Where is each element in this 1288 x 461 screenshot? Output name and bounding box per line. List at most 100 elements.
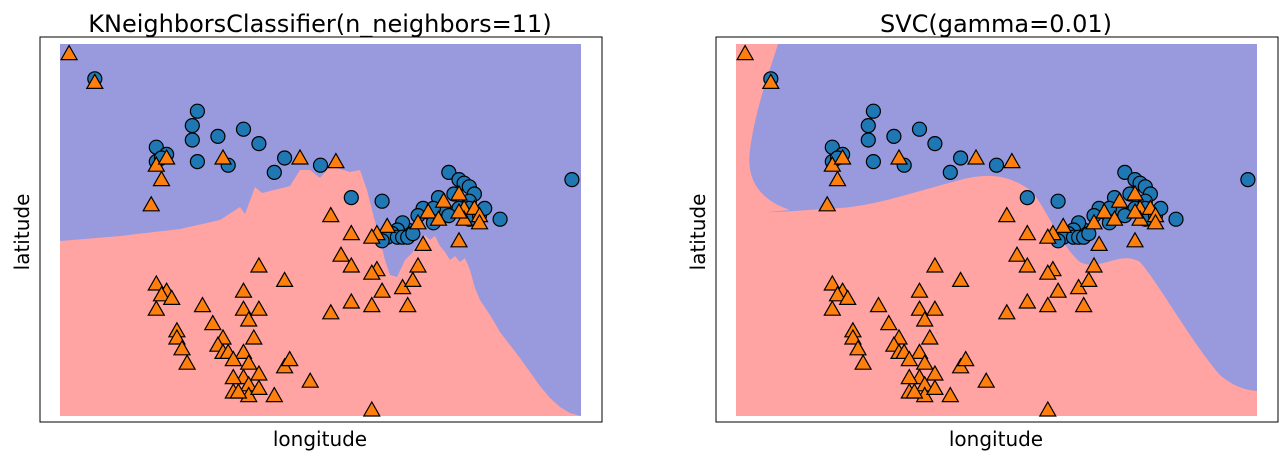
knn-point-class1 <box>213 148 233 165</box>
svc-point-class1 <box>1038 227 1057 244</box>
knn-point-class1 <box>408 256 428 273</box>
svc-point-class1 <box>910 299 929 316</box>
knn-point-class0 <box>189 154 205 170</box>
knn-point-class0 <box>564 172 580 188</box>
svc-point-class0 <box>952 150 969 166</box>
svc-point-class1 <box>1084 256 1104 273</box>
knn-point-class1 <box>326 152 345 169</box>
knn-point-class1 <box>178 353 197 370</box>
knn-point-class0 <box>184 132 200 148</box>
svc-point-class1 <box>828 170 847 187</box>
knn-point-class1 <box>85 73 104 90</box>
knn-point-class1 <box>157 148 176 165</box>
svc-point-class1 <box>941 386 960 403</box>
knn-point-class1 <box>419 202 438 219</box>
knn-point-class0 <box>189 103 205 119</box>
svc-scatter-points <box>736 44 1256 417</box>
knn-point-class0 <box>492 211 508 227</box>
panel-knn: KNeighborsClassifier(n_neighbors=11) lon… <box>10 10 603 451</box>
knn-region-class1 <box>60 166 581 416</box>
svc-point-class1 <box>889 148 909 165</box>
svc-point-class1 <box>1054 217 1073 233</box>
svc-point-class1 <box>900 350 919 367</box>
knn-point-class1 <box>398 296 417 313</box>
knn-point-class1 <box>244 328 263 345</box>
svc-point-class1 <box>905 382 924 399</box>
knn-point-class1 <box>234 343 253 359</box>
knn-point-class1 <box>193 296 212 313</box>
knn-point-class1 <box>429 209 448 226</box>
svc-point-class0 <box>942 164 958 180</box>
svc-point-class1 <box>1095 202 1114 219</box>
svc-point-class1 <box>925 299 944 316</box>
knn-point-class1 <box>373 281 392 298</box>
knn-point-class1 <box>265 386 284 403</box>
svc-ylabel: latitude <box>686 194 710 271</box>
svc-point-class1 <box>879 314 898 331</box>
knn-point-class1 <box>167 328 186 345</box>
svc-point-class1 <box>1079 271 1098 287</box>
knn-point-class1 <box>470 213 489 230</box>
knn-point-class1 <box>249 379 268 395</box>
knn-point-class1 <box>449 184 469 201</box>
knn-frame <box>39 36 603 423</box>
svc-point-class1 <box>1018 224 1037 241</box>
knn-point-class1 <box>362 400 381 417</box>
svc-point-class1 <box>977 371 996 388</box>
svc-point-class0 <box>988 157 1005 173</box>
knn-point-class1 <box>362 227 381 244</box>
svc-point-class1 <box>1125 184 1145 201</box>
svc-title: SVC(gamma=0.01) <box>880 10 1112 38</box>
svc-point-class1 <box>1105 209 1124 226</box>
knn-point-class1 <box>152 170 171 187</box>
knn-point-class1 <box>239 353 258 370</box>
svc-point-class1 <box>925 379 944 395</box>
svc-point-class1 <box>925 256 944 273</box>
svc-point-class1 <box>1018 292 1037 309</box>
svc-point-class1 <box>1038 263 1057 280</box>
knn-point-class1 <box>342 256 361 273</box>
svc-point-class1 <box>1125 202 1145 219</box>
knn-point-class1 <box>321 206 340 223</box>
knn-scatter-points <box>60 44 580 417</box>
knn-point-class0 <box>312 157 329 173</box>
knn-point-class1 <box>142 195 161 212</box>
knn-point-class0 <box>374 193 390 209</box>
knn-point-class1 <box>203 314 222 331</box>
svc-point-class1 <box>951 271 970 287</box>
knn-point-class1 <box>403 271 422 287</box>
svc-region-class1-lower <box>736 175 1257 416</box>
knn-point-class1 <box>147 274 166 291</box>
knn-point-class1 <box>234 281 253 298</box>
knn-xlabel: longitude <box>273 427 367 451</box>
knn-point-class1 <box>331 245 351 262</box>
knn-point-class1 <box>362 296 381 313</box>
svc-point-class1 <box>823 299 842 316</box>
svc-point-class1 <box>828 285 847 302</box>
knn-title: KNeighborsClassifier(n_neighbors=11) <box>88 10 551 38</box>
knn-point-class1 <box>342 224 361 241</box>
svc-point-class0 <box>1050 193 1066 209</box>
knn-point-class1 <box>378 217 397 233</box>
svc-point-class1 <box>997 206 1016 223</box>
svc-point-class1 <box>854 353 873 370</box>
knn-point-class1 <box>60 44 79 61</box>
knn-point-class0 <box>210 128 226 144</box>
svc-point-class1 <box>1074 296 1093 313</box>
panel-svc: SVC(gamma=0.01) longitude latitude <box>686 10 1279 451</box>
knn-point-class1 <box>449 202 469 219</box>
svc-point-class0 <box>1117 164 1133 180</box>
svc-point-class0 <box>927 136 943 152</box>
svc-point-class0 <box>1019 190 1035 206</box>
svc-point-class1 <box>1018 256 1037 273</box>
knn-point-class1 <box>362 263 381 280</box>
knn-point-class1 <box>414 235 433 251</box>
knn-point-class1 <box>229 382 248 399</box>
svc-point-class1 <box>1125 231 1145 248</box>
svc-point-class1 <box>869 296 888 313</box>
knn-point-class1 <box>249 256 268 273</box>
svc-point-class1 <box>966 148 986 165</box>
svc-point-class1 <box>1002 152 1021 169</box>
knn-point-class1 <box>408 213 428 230</box>
knn-point-class1 <box>147 299 166 316</box>
